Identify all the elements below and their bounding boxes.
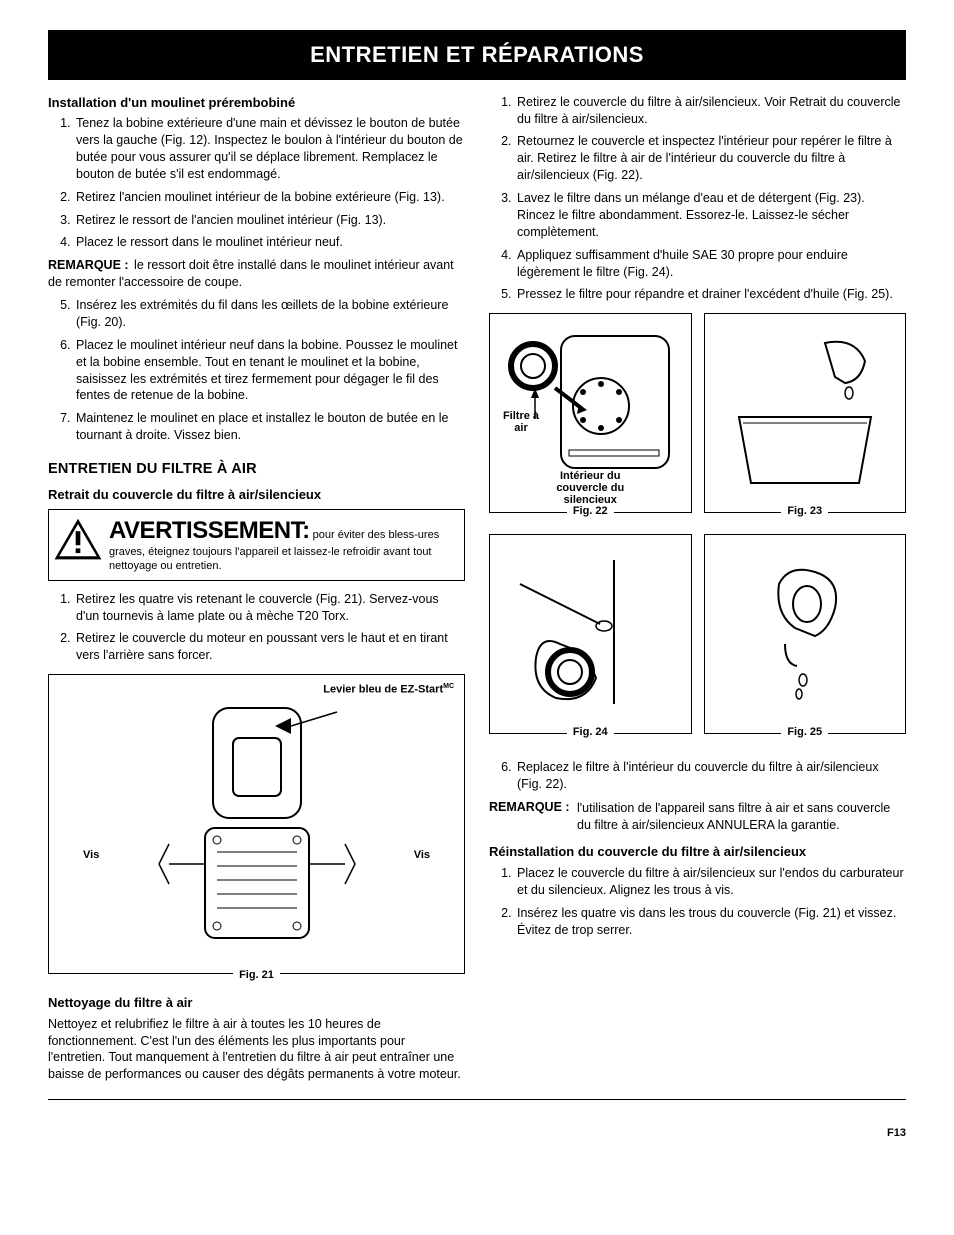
list-item: Lavez le filtre dans un mélange d'eau et… (515, 190, 906, 241)
clean-steps-list: Retirez le couvercle du filtre à air/sil… (489, 94, 906, 304)
heading-reinstall: Réinstallation du couvercle du filtre à … (489, 843, 906, 861)
left-column: Installation d'un moulinet prérembobiné … (48, 94, 465, 1083)
list-item: Maintenez le moulinet en place et instal… (74, 410, 465, 444)
figure-23-caption: Fig. 23 (781, 505, 828, 517)
figure-25-caption: Fig. 25 (781, 726, 828, 738)
figure-24-caption: Fig. 24 (567, 726, 614, 738)
warning-triangle-icon (53, 516, 103, 562)
figure-22-caption: Fig. 22 (567, 505, 614, 517)
list-item: Insérez les quatre vis dans les trous du… (515, 905, 906, 939)
list-item: Retirez le couvercle du filtre à air/sil… (515, 94, 906, 128)
figure-25-caption-wrap: Fig. 25 (704, 734, 907, 749)
list-item: Placez le ressort dans le moulinet intér… (74, 234, 465, 251)
list-item: Appliquez suffisamment d'huile SAE 30 pr… (515, 247, 906, 281)
figure-24-wrap: Fig. 24 (489, 534, 692, 749)
figure-23 (704, 313, 907, 513)
figure-22-caption-wrap: Fig. 22 (489, 513, 692, 528)
two-column-layout: Installation d'un moulinet prérembobiné … (48, 94, 906, 1083)
list-item: Retirez le ressort de l'ancien moulinet … (74, 212, 465, 229)
install-list-1: Tenez la bobine extérieure d'une main et… (48, 115, 465, 251)
note-label: REMARQUE : (48, 258, 129, 272)
title-bar: ENTRETIEN ET RÉPARATIONS (48, 30, 906, 80)
note-1: REMARQUE : le ressort doit être installé… (48, 257, 465, 291)
page-number: F13 (48, 1120, 906, 1141)
clean-steps-list-2: Replacez le filtre à l'intérieur du couv… (489, 759, 906, 793)
figure-25 (704, 534, 907, 734)
figure-22: Filtre à air Intérieur du couvercle du s… (489, 313, 692, 513)
list-item: Placez le moulinet intérieur neuf dans l… (74, 337, 465, 405)
note-label: REMARQUE : (489, 800, 570, 814)
callout-vis-right: Vis (414, 848, 430, 863)
figure-25-wrap: Fig. 25 (704, 534, 907, 749)
list-item: Retirez l'ancien moulinet intérieur de l… (74, 189, 465, 206)
list-item: Insérez les extrémités du fil dans les œ… (74, 297, 465, 331)
warning-word: AVERTISSEMENT: (109, 517, 310, 544)
list-item: Placez le couvercle du filtre à air/sile… (515, 865, 906, 899)
figure-23-wrap: Fig. 23 (704, 313, 907, 528)
cleaning-paragraph: Nettoyez et relubrifiez le filtre à air … (48, 1016, 465, 1084)
list-item: Retirez les quatre vis retenant le couve… (74, 591, 465, 625)
callout-lever: Levier bleu de EZ-StartMC (323, 683, 454, 696)
heading-removal: Retrait du couvercle du filtre à air/sil… (48, 486, 465, 504)
list-item: Retirez le couvercle du moteur en poussa… (74, 630, 465, 664)
note-2: REMARQUE : l'utilisation de l'appareil s… (489, 799, 906, 834)
figure-21-caption-wrap: Fig. 21 (48, 967, 465, 984)
figure-grid: Filtre à air Intérieur du couvercle du s… (489, 313, 906, 749)
callout-vis-left: Vis (83, 848, 99, 863)
figure-23-caption-wrap: Fig. 23 (704, 513, 907, 528)
figure-24 (489, 534, 692, 734)
heading-install: Installation d'un moulinet prérembobiné (48, 94, 465, 112)
warning-box: AVERTISSEMENT: pour éviter des bless-ure… (48, 509, 465, 581)
list-item: Pressez le filtre pour répandre et drain… (515, 286, 906, 303)
list-item: Retournez le couvercle et inspectez l'in… (515, 133, 906, 184)
callout-interior: Intérieur du couvercle du silencieux (535, 470, 645, 506)
figure-22-wrap: Filtre à air Intérieur du couvercle du s… (489, 313, 692, 528)
heading-cleaning: Nettoyage du filtre à air (48, 994, 465, 1012)
list-item: Replacez le filtre à l'intérieur du couv… (515, 759, 906, 793)
list-item: Tenez la bobine extérieure d'une main et… (74, 115, 465, 183)
wash-filter-icon (725, 333, 885, 493)
callout-filter: Filtre à air (496, 410, 546, 434)
reinstall-list: Placez le couvercle du filtre à air/sile… (489, 865, 906, 939)
bottom-rule (48, 1099, 906, 1100)
install-list-2: Insérez les extrémités du fil dans les œ… (48, 297, 465, 444)
figure-21: Levier bleu de EZ-StartMC Vis Vis (48, 674, 465, 974)
right-column: Retirez le couvercle du filtre à air/sil… (489, 94, 906, 1083)
oil-filter-icon (510, 554, 670, 714)
warning-text: AVERTISSEMENT: pour éviter des bless-ure… (109, 516, 456, 574)
heading-air-filter: ENTRETIEN DU FILTRE À AIR (48, 460, 465, 480)
engine-cover-illustration-icon (157, 694, 357, 954)
figure-24-caption-wrap: Fig. 24 (489, 734, 692, 749)
removal-list: Retirez les quatre vis retenant le couve… (48, 591, 465, 665)
figure-21-caption: Fig. 21 (233, 968, 280, 983)
squeeze-filter-icon (725, 554, 885, 714)
